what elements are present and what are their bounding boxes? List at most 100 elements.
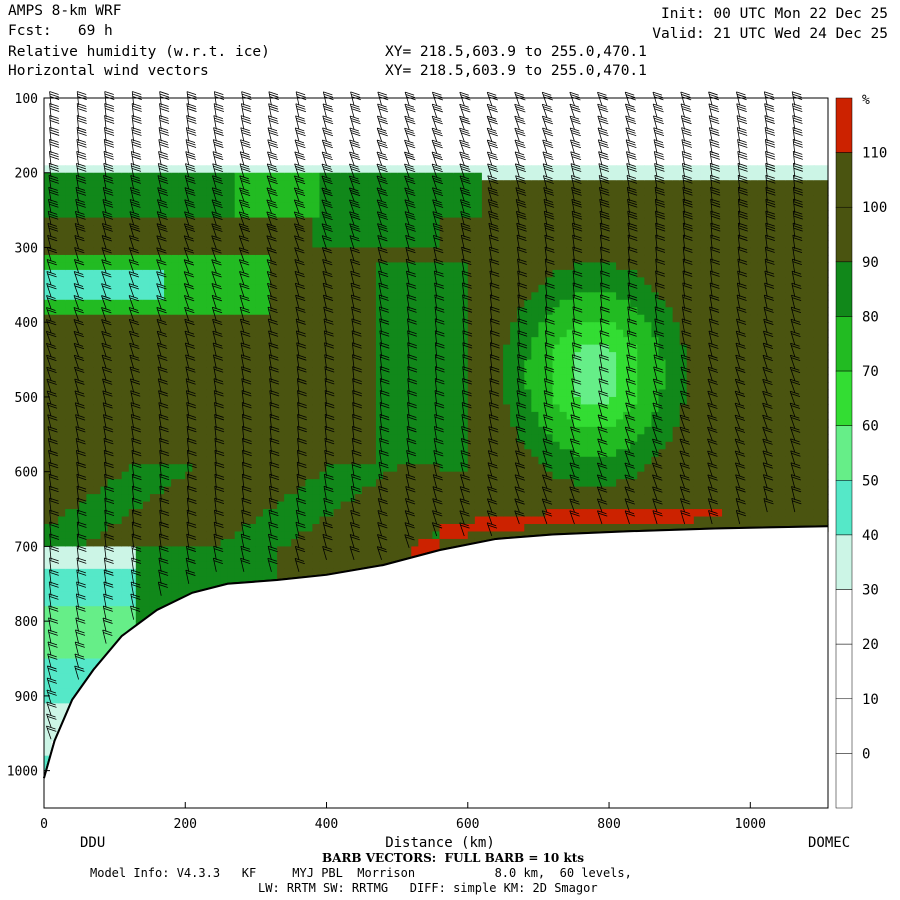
rh-cell [248,292,257,301]
rh-cell [79,322,87,331]
rh-cell [340,284,349,293]
rh-cell [587,411,596,420]
rh-cell [623,419,631,428]
rh-cell [340,225,349,234]
rh-cell [142,441,151,450]
rh-cell [44,225,52,234]
rh-cell [630,254,638,264]
rh-cell [298,524,306,533]
rh-cell [65,636,73,645]
rh-cell [164,591,172,600]
rh-cell [594,456,603,465]
rh-cell [460,284,469,293]
rh-cell [44,180,52,189]
rh-cell [496,367,504,376]
rh-cell [644,396,653,406]
rh-cell [425,531,434,540]
rh-cell [503,524,511,533]
rh-cell [206,314,215,323]
rh-cell [538,486,547,495]
rh-cell [107,195,116,204]
rh-cell [368,322,377,331]
rh-cell [559,240,568,249]
rh-cell [644,210,653,219]
rh-cell [411,352,419,361]
rh-cell [496,471,504,480]
rh-cell [390,486,398,495]
rh-cell [86,180,95,189]
rh-cell [503,464,511,473]
rh-cell [658,389,667,398]
rh-cell [354,516,363,525]
rh-cell [658,479,667,488]
rh-cell [157,404,165,413]
rh-cell [178,359,186,368]
rh-cell [524,202,532,211]
rh-cell [142,269,151,278]
rh-cell [383,374,391,383]
rh-cell [312,531,321,540]
rh-cell [72,449,80,458]
rh-cell [404,501,412,510]
rh-cell [326,509,335,518]
rh-cell [262,494,271,503]
rh-cell [418,225,427,234]
rh-cell [609,426,617,435]
rh-cell [248,561,257,570]
rh-cell [439,382,448,391]
rh-cell [291,538,299,548]
rh-cell [220,553,229,562]
rh-cell [460,494,469,503]
rh-cell [368,210,377,219]
rh-cell [79,269,87,278]
rh-cell [601,382,610,391]
rh-cell [121,225,130,234]
rh-cell [347,367,356,376]
rh-cell [277,456,285,465]
rh-cell [178,591,186,600]
rh-cell [446,307,455,316]
rh-cell [616,202,624,211]
rh-cell [277,187,285,196]
rh-cell [107,411,116,420]
rh-cell [149,352,158,361]
rh-cell [672,284,681,293]
rh-cell [298,165,306,174]
rh-cell [135,538,144,548]
rh-cell [658,434,667,443]
rh-cell [368,382,377,391]
rh-cell [411,509,419,518]
rh-cell [277,314,285,323]
rh-cell [354,299,363,308]
rh-cell [199,254,208,264]
rh-cell [58,434,66,443]
rh-cell [672,322,681,331]
rh-cell [453,180,462,189]
rh-cell [467,479,476,488]
rh-cell [545,464,554,473]
rh-cell [538,434,547,443]
rh-cell [93,471,102,480]
rh-cell [354,501,363,510]
rh-cell [319,165,328,174]
rh-cell [262,180,271,189]
rh-cell [178,254,186,264]
rh-cell [65,516,73,525]
rh-cell [453,419,462,428]
rh-cell [347,553,356,562]
rh-cell [199,396,208,406]
rh-cell [51,299,59,308]
rh-cell [460,217,469,226]
rh-cell [72,486,80,495]
rh-cell [616,479,624,488]
rh-cell [531,374,540,383]
rh-cell [65,277,73,286]
rh-cell [241,202,250,211]
rh-cell [298,449,306,458]
rh-cell [425,546,434,555]
rh-cell [65,486,73,495]
rh-cell [354,531,363,540]
rh-cell [192,568,200,577]
rh-cell [503,486,511,495]
rh-cell [93,643,102,652]
